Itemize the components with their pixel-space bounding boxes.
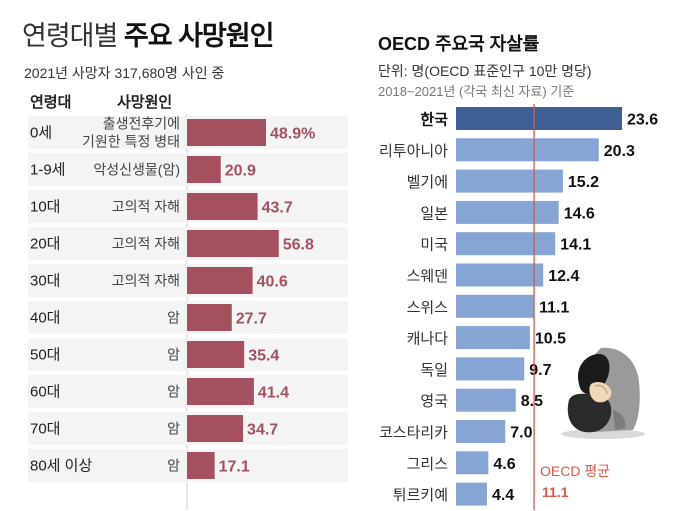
country-value-label: 14.6 xyxy=(564,205,595,222)
cause-bar xyxy=(187,415,244,442)
age-group-label: 20대 xyxy=(30,236,61,253)
cause-label: 암 xyxy=(167,458,180,474)
cause-label: 고의적 자해 xyxy=(112,273,180,289)
cause-value-label: 35.4 xyxy=(248,348,279,365)
country-label: 스위스 xyxy=(407,299,449,316)
cause-value-label: 34.7 xyxy=(247,422,278,439)
cause-value-label: 17.1 xyxy=(219,459,250,476)
age-group-label: 30대 xyxy=(30,273,61,290)
country-label: 캐나다 xyxy=(407,331,449,348)
cause-bar xyxy=(187,193,258,220)
cause-label: 악성신생물(암) xyxy=(93,162,180,178)
cause-label: 암 xyxy=(167,310,180,326)
cause-label: 고의적 자해 xyxy=(112,199,180,215)
country-value-label: 8.5 xyxy=(521,393,543,410)
country-label: 독일 xyxy=(420,362,448,379)
age-group-label: 70대 xyxy=(30,421,61,438)
country-value-label: 10.5 xyxy=(535,331,566,348)
country-label: 한국 xyxy=(420,112,448,129)
left-chart-title: 연령대별 주요 사망원인 xyxy=(22,14,275,53)
cause-bar xyxy=(187,304,232,331)
country-bar xyxy=(456,451,489,475)
cause-bar xyxy=(187,119,266,146)
country-label: 미국 xyxy=(420,237,448,254)
right-chart-title: OECD 주요국 자살률 xyxy=(378,34,540,54)
country-value-label: 9.7 xyxy=(529,362,551,379)
left-title-bold: 주요 사망원인 xyxy=(123,21,275,51)
country-value-label: 14.1 xyxy=(560,237,591,254)
country-bar xyxy=(456,482,487,506)
cause-value-label: 20.9 xyxy=(225,163,256,180)
oecd-average-label: OECD 평균 xyxy=(540,463,610,479)
country-bar xyxy=(456,420,506,443)
country-label: 리투아니아 xyxy=(379,143,448,160)
age-group-label: 50대 xyxy=(30,347,61,364)
country-bar xyxy=(456,326,530,350)
country-bar xyxy=(456,169,563,193)
cause-column-header: 사망원인 xyxy=(117,94,173,111)
country-label: 스웨덴 xyxy=(407,268,448,285)
cause-label: 출생전후기에 xyxy=(103,116,180,132)
cause-value-label: 40.6 xyxy=(257,274,288,291)
country-bar xyxy=(456,107,622,130)
age-group-label: 60대 xyxy=(30,384,61,401)
country-value-label: 4.6 xyxy=(493,456,515,473)
country-label: 그리스 xyxy=(407,456,449,473)
country-label: 영국 xyxy=(420,393,448,410)
cause-label: 암 xyxy=(167,384,180,400)
age-group-label: 40대 xyxy=(30,310,61,327)
country-value-label: 4.4 xyxy=(492,487,514,504)
cause-bar xyxy=(187,452,215,479)
country-bar xyxy=(456,200,559,224)
cause-label: 암 xyxy=(167,421,180,437)
country-value-label: 12.4 xyxy=(548,268,579,285)
distressed-person-illustration xyxy=(561,347,645,439)
cause-label: 기원한 특정 병태 xyxy=(82,134,180,150)
cause-bar xyxy=(187,267,253,294)
age-group-label: 1-9세 xyxy=(30,162,65,179)
country-value-label: 23.6 xyxy=(627,112,658,129)
country-bar xyxy=(456,388,516,412)
country-value-label: 20.3 xyxy=(604,143,635,160)
right-chart-note: 2018~2021년 (각국 최신 자료) 기준 xyxy=(378,84,575,99)
country-bar xyxy=(456,263,544,287)
cause-bar xyxy=(187,378,254,405)
country-label: 튀르키예 xyxy=(393,487,448,504)
cause-value-label: 43.7 xyxy=(262,200,293,217)
country-label: 일본 xyxy=(420,205,448,222)
age-group-label: 0세 xyxy=(30,125,52,142)
oecd-average-value: 11.1 xyxy=(542,484,569,500)
cause-value-label: 41.4 xyxy=(258,385,289,402)
age-group-label: 10대 xyxy=(30,199,61,216)
country-bar xyxy=(456,232,556,256)
country-bar xyxy=(456,294,535,318)
country-label: 코스타리카 xyxy=(379,425,448,442)
cause-value-label: 27.7 xyxy=(236,311,267,328)
country-value-label: 11.1 xyxy=(539,299,569,316)
age-group-label: 80세 이상 xyxy=(30,458,92,475)
cause-label: 고의적 자해 xyxy=(112,236,180,252)
country-bar xyxy=(456,357,525,381)
right-chart-unit: 단위: 명(OECD 표준인구 10만 명당) xyxy=(378,63,592,79)
left-title-light: 연령대별 xyxy=(22,21,118,51)
country-value-label: 15.2 xyxy=(568,174,599,191)
cause-value-label: 56.8 xyxy=(283,237,314,254)
country-value-label: 7.0 xyxy=(510,425,532,442)
country-bar xyxy=(456,138,599,162)
cause-bar xyxy=(187,341,245,368)
cause-label: 암 xyxy=(167,347,180,363)
cause-bar xyxy=(187,230,279,257)
cause-bar xyxy=(187,156,221,183)
left-chart-subtitle: 2021년 사망자 317,680명 사인 중 xyxy=(24,65,225,81)
country-label: 벨기에 xyxy=(407,174,448,191)
cause-value-label: 48.9% xyxy=(270,126,315,143)
age-column-header: 연령대 xyxy=(30,94,72,111)
